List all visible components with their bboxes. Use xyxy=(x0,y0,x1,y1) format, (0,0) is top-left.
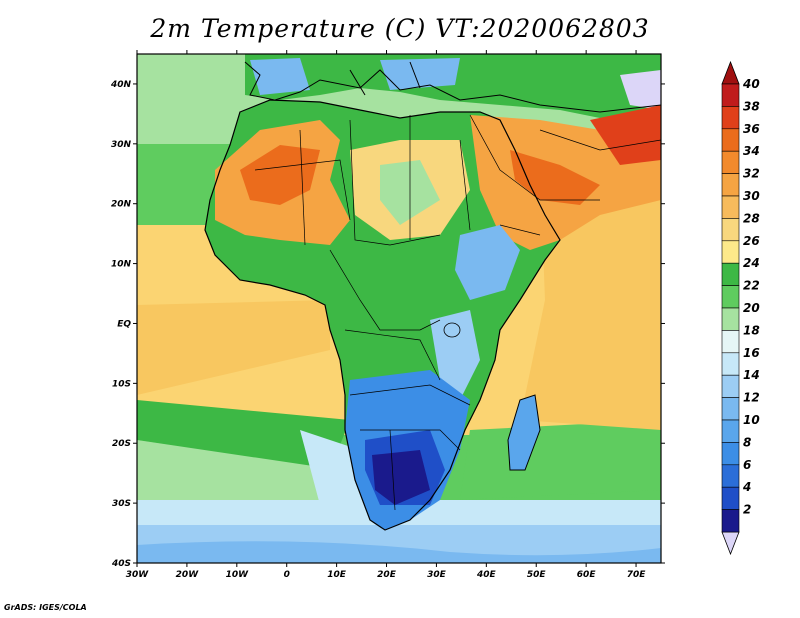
ocean-atlantic-warm xyxy=(137,300,330,395)
land-east-africa-cool xyxy=(430,310,480,400)
colorbar-label: 6 xyxy=(743,458,751,472)
lon-tick-label: 70E xyxy=(627,570,647,580)
colorbar-swatch xyxy=(721,128,740,152)
country-borders xyxy=(254,114,661,511)
lat-tick-label: 10S xyxy=(112,379,131,389)
colorbar-swatch xyxy=(721,307,740,331)
lat-tick-label: 10N xyxy=(111,260,132,270)
colorbar-swatch xyxy=(721,442,740,466)
colorbar-swatch xyxy=(721,352,740,376)
credit-label: GrADS: IGES/COLA xyxy=(4,603,87,612)
lon-tick-label: 60E xyxy=(577,570,597,580)
temperature-map xyxy=(137,54,661,563)
land-coldest-core xyxy=(372,450,430,505)
colorbar-swatch xyxy=(721,285,740,309)
colorbar-label: 8 xyxy=(743,435,751,449)
colorbar-swatch xyxy=(721,106,740,130)
colorbar-label: 14 xyxy=(743,368,760,382)
colorbar-swatch xyxy=(721,83,740,107)
colorbar-label: 34 xyxy=(743,144,760,158)
lake-victoria xyxy=(443,322,461,338)
lon-tick-label: 20W xyxy=(176,570,200,580)
colorbar-swatch xyxy=(721,262,740,286)
latitude-axis: 40N 30N 20N 10N EQ 10S 20S 30S 40S xyxy=(110,80,665,569)
colorbar-swatch xyxy=(721,374,740,398)
land-ethiopia-cool xyxy=(455,225,520,300)
ocean-southern-band xyxy=(137,541,661,563)
colorbar: 40 38 36 34 32 30 28 26 24 22 20 18 16 14 12 10 8 6 4 2 xyxy=(721,60,760,556)
land-europe xyxy=(245,54,661,118)
lat-tick-label: 30S xyxy=(112,499,131,509)
lon-tick-label: 20E xyxy=(377,570,397,580)
chart-title: 2m Temperature (C) VT:2020062803 xyxy=(150,14,650,43)
lon-tick-label: 40E xyxy=(476,570,497,580)
colorbar-label: 10 xyxy=(743,413,760,427)
colorbar-label: 32 xyxy=(743,167,760,181)
lon-tick-label: 10E xyxy=(327,570,347,580)
colorbar-label: 2 xyxy=(743,503,751,517)
colorbar-swatch xyxy=(721,173,740,197)
colorbar-swatch xyxy=(721,419,740,443)
colorbar-label: 36 xyxy=(743,122,760,136)
lat-tick-label: EQ xyxy=(117,319,131,329)
colorbar-above-arrow xyxy=(721,60,740,85)
longitude-axis: 30W 20W 10W 0 10E 20E 30E 40E 50E 60E 70E xyxy=(126,50,646,580)
ocean-indian-south xyxy=(460,420,661,500)
colorbar-swatch xyxy=(721,195,740,219)
colorbar-label: 18 xyxy=(743,323,760,337)
colorbar-below-arrow xyxy=(721,531,740,556)
colorbar-swatch xyxy=(721,397,740,421)
colorbar-swatch xyxy=(721,330,740,354)
colorbar-label: 12 xyxy=(743,391,760,405)
land-iberia-cool xyxy=(250,58,310,95)
land-sahara-hotspot xyxy=(240,145,320,205)
colorbar-label: 40 xyxy=(742,77,760,91)
colorbar-label: 24 xyxy=(743,256,760,270)
lon-tick-label: 0 xyxy=(284,570,290,580)
colorbar-swatch xyxy=(721,150,740,174)
lon-tick-label: 10W xyxy=(226,570,250,580)
lat-tick-label: 30N xyxy=(111,140,132,150)
land-caucasus-cold xyxy=(620,70,661,110)
colorbar-swatch xyxy=(721,218,740,242)
ocean-atlantic-mid xyxy=(137,400,350,470)
lat-tick-label: 40N xyxy=(110,80,132,90)
colorbar-label: 26 xyxy=(743,234,760,248)
colorbar-label: 16 xyxy=(743,346,760,360)
europe-coastline xyxy=(244,61,661,113)
colorbar-swatch xyxy=(721,464,740,488)
colorbar-label: 30 xyxy=(743,189,760,203)
africa-coastline xyxy=(204,99,561,531)
land-balkans-cool xyxy=(380,58,460,90)
lon-tick-label: 50E xyxy=(527,570,547,580)
map-frame xyxy=(136,53,662,564)
madagascar-coastline xyxy=(507,394,541,471)
lat-tick-label: 20S xyxy=(112,439,131,449)
colorbar-swatch xyxy=(721,240,740,264)
colorbar-label: 4 xyxy=(742,480,751,494)
colorbar-swatch xyxy=(721,509,740,533)
lon-tick-label: 30E xyxy=(427,570,447,580)
lon-tick-label: 30W xyxy=(126,570,150,580)
colorbar-label: 20 xyxy=(743,301,760,315)
lat-tick-label: 40S xyxy=(111,559,131,569)
colorbar-label: 22 xyxy=(743,279,760,293)
lat-tick-label: 20N xyxy=(111,200,132,210)
land-iran-hotspot xyxy=(590,105,661,165)
colorbar-label: 28 xyxy=(743,211,760,225)
colorbar-label: 38 xyxy=(743,99,760,113)
colorbar-swatch xyxy=(721,486,740,510)
